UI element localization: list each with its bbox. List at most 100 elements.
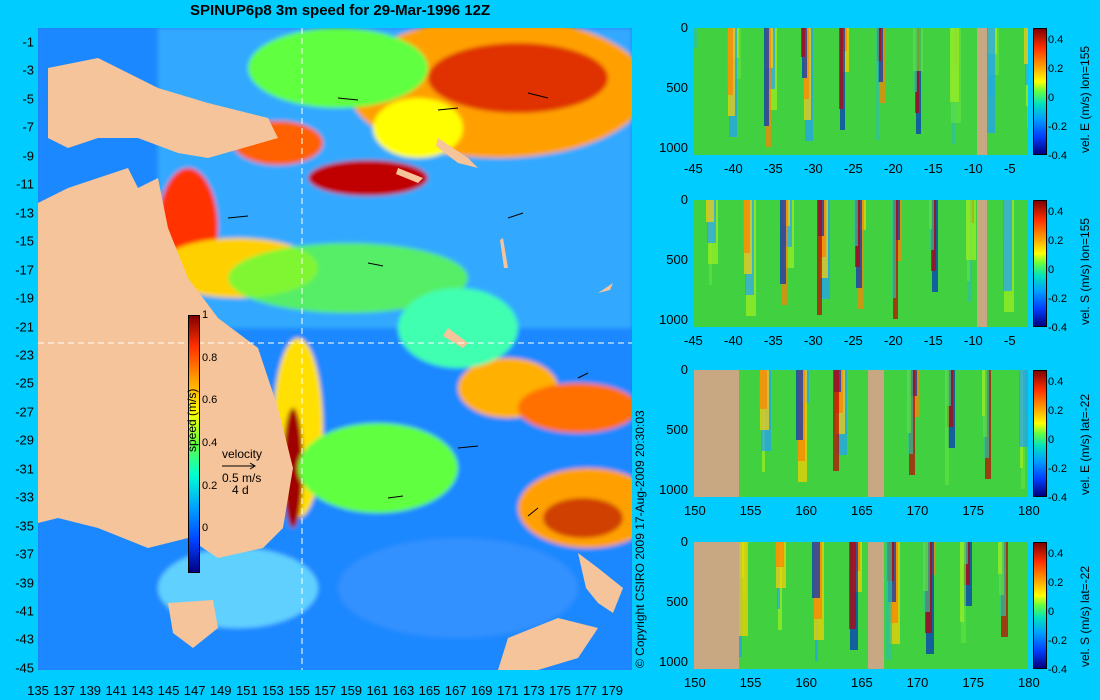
section-field — [694, 542, 1028, 669]
x-tick-label: 175 — [962, 503, 985, 518]
depth-tick-label: 1000 — [659, 312, 688, 327]
map-title: SPINUP6p8 3m speed for 29-Mar-1996 12Z — [190, 2, 491, 19]
x-tick-label: -5 — [1004, 333, 1016, 348]
x-tick-label: 160 — [795, 675, 818, 690]
section-field — [694, 28, 1028, 155]
x-tick-label: -45 — [684, 161, 703, 176]
speed-colorbar-tick: 0.4 — [202, 437, 218, 449]
lat-tick-label: -41 — [15, 603, 34, 619]
velocity-colorbar-tick: -0.2 — [1048, 121, 1067, 133]
depth-tick-label: 0 — [680, 20, 688, 35]
lon-tick-label: 143 — [131, 683, 154, 698]
lat-tick-label: -27 — [15, 404, 34, 420]
lat-tick-label: -3 — [22, 62, 34, 78]
lat-tick-label: -25 — [15, 375, 34, 391]
velocity-colorbar-tick: 0.4 — [1048, 548, 1064, 560]
lat-tick-label: -39 — [15, 575, 34, 591]
ocean-speed-map — [38, 28, 632, 670]
copyright-notice: © Copyright CSIRO 2009 17-Aug-2009 20:30… — [633, 410, 647, 668]
latitude-axis: -1 -3 -5 -7 -9 -11 -13 -15 -17 -19 -21 -23 -25 -27 -29… — [0, 28, 36, 676]
depth-tick-label: 0 — [680, 192, 688, 207]
x-tick-label: -40 — [724, 161, 743, 176]
x-tick-label: 150 — [684, 675, 706, 690]
lat-tick-label: -37 — [15, 546, 34, 562]
velocity-colorbar-tick: 0 — [1048, 606, 1055, 618]
lat-tick-label: -13 — [15, 205, 34, 221]
lon-tick-label: 145 — [157, 683, 180, 698]
lat-tick-label: -19 — [15, 290, 34, 306]
depth-tick-label: 1000 — [659, 482, 688, 497]
x-tick-label: 175 — [962, 675, 985, 690]
velocity-colorbar-tick: 0.4 — [1048, 376, 1064, 388]
x-tick-label: -35 — [764, 161, 783, 176]
velocity-colorbar — [1033, 542, 1047, 669]
lat-tick-label: -17 — [15, 262, 34, 278]
lon-tick-label: 161 — [366, 683, 389, 698]
velocity-key: velocity 0.5 m/s 4 d — [222, 448, 262, 496]
lat-tick-label: -5 — [22, 91, 34, 107]
lon-tick-label: 135 — [27, 683, 49, 698]
lon-tick-label: 167 — [444, 683, 467, 698]
lon-tick-label: 149 — [209, 683, 232, 698]
x-tick-label: 165 — [851, 675, 873, 690]
velocity-colorbar — [1033, 28, 1047, 155]
depth-tick-label: 1000 — [659, 654, 688, 669]
lon-tick-label: 141 — [105, 683, 128, 698]
section-panel-label: vel. S (m/s) lon=155 — [1078, 217, 1092, 325]
x-tick-label: 170 — [906, 503, 929, 518]
velocity-colorbar — [1033, 200, 1047, 327]
velocity-arrows — [227, 92, 589, 517]
speed-colorbar-title: speed (m/s) — [185, 388, 199, 452]
x-tick-label: 165 — [851, 503, 873, 518]
x-tick-label: -35 — [764, 333, 783, 348]
lat-tick-label: -31 — [15, 461, 34, 477]
speed-colorbar-tick: 0.6 — [202, 394, 218, 407]
section-panel — [694, 542, 1028, 669]
section-panel — [694, 370, 1028, 497]
x-tick-label: -15 — [924, 161, 943, 176]
x-tick-label: -45 — [684, 333, 703, 348]
lat-tick-label: -11 — [16, 176, 34, 192]
section-panel — [694, 200, 1028, 327]
lon-tick-label: 169 — [470, 683, 493, 698]
x-tick-label: -25 — [844, 333, 863, 348]
lat-tick-label: -33 — [15, 489, 34, 505]
velocity-key-arrow-icon — [222, 462, 256, 470]
speed-colorbar-tick: 1 — [202, 309, 209, 321]
land-masses — [38, 58, 623, 670]
x-tick-label: -30 — [804, 161, 823, 176]
lon-tick-label: 165 — [418, 683, 441, 698]
velocity-colorbar-tick: 0 — [1048, 434, 1055, 446]
lat-tick-label: -29 — [15, 432, 34, 448]
x-tick-label: 155 — [739, 503, 762, 518]
velocity-colorbar-tick: 0.2 — [1048, 405, 1064, 417]
velocity-colorbar-tick: 0 — [1048, 264, 1055, 276]
section-field — [694, 370, 1028, 497]
lon-tick-label: 139 — [79, 683, 102, 698]
section-field — [694, 200, 1028, 327]
velocity-colorbar-tick: 0.2 — [1048, 235, 1064, 247]
speed-colorbar — [188, 315, 200, 573]
velocity-key-time: 4 d — [232, 483, 249, 497]
lon-tick-label: 153 — [262, 683, 284, 698]
longitude-axis: 135 137 139 141 143 145 147 149 151 153 155 157 159 1… — [27, 683, 632, 699]
lat-tick-label: -23 — [15, 347, 34, 363]
lon-tick-label: 177 — [575, 683, 597, 698]
depth-tick-label: 500 — [666, 594, 688, 609]
lat-tick-label: -35 — [15, 518, 34, 534]
velocity-colorbar-tick: -0.2 — [1048, 635, 1067, 647]
x-tick-label: -20 — [884, 161, 903, 176]
lat-tick-label: -7 — [22, 119, 34, 135]
section-panel-label: vel. E (m/s) lon=155 — [1078, 45, 1092, 153]
lat-tick-label: -15 — [15, 233, 34, 249]
x-tick-label: 180 — [1018, 675, 1040, 690]
lon-tick-label: 151 — [235, 683, 258, 698]
depth-tick-label: 500 — [666, 80, 688, 95]
velocity-colorbar-tick: -0.2 — [1048, 463, 1067, 475]
x-tick-label: -25 — [844, 161, 863, 176]
x-tick-label: 170 — [906, 675, 929, 690]
section-panel-label: vel. E (m/s) lat=-22 — [1078, 393, 1092, 495]
x-tick-label: -5 — [1004, 161, 1016, 176]
lon-tick-label: 171 — [496, 683, 519, 698]
map-canvas — [38, 28, 632, 670]
